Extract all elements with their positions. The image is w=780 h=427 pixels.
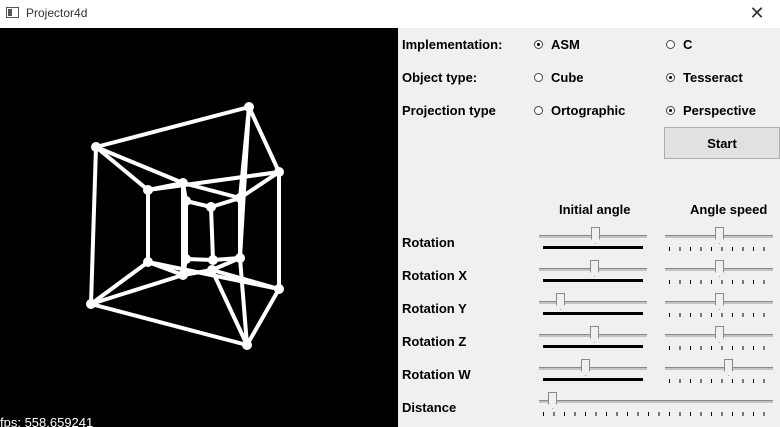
implementation-label: Implementation:: [402, 37, 503, 52]
slider-thumb[interactable]: [715, 260, 724, 277]
slider-distance[interactable]: [539, 392, 773, 416]
radio-perspective[interactable]: Perspective: [666, 103, 756, 118]
slider-speed-rotation-w[interactable]: [665, 359, 773, 383]
wire-vertex: [235, 193, 245, 203]
radio-tesseract-label: Tesseract: [683, 70, 743, 85]
radio-cube[interactable]: Cube: [534, 70, 584, 85]
wire-vertex: [207, 265, 217, 275]
slider-initial-rotation-w[interactable]: [539, 359, 647, 383]
control-panel: Implementation: ASM C Object type: Cube …: [398, 28, 780, 427]
slider-speed-rotation[interactable]: [665, 227, 773, 251]
slider-thumb[interactable]: [591, 227, 600, 244]
wire-edge: [94, 145, 150, 192]
rotation-y-label: Rotation Y: [402, 301, 467, 316]
wire-vertex: [235, 253, 245, 263]
radio-ortographic-label: Ortographic: [551, 103, 626, 118]
render-viewport: fps: 558.659241: [0, 28, 398, 427]
radio-cube-indicator[interactable]: [534, 73, 543, 82]
radio-cube-label: Cube: [551, 70, 584, 85]
slider-thumb[interactable]: [556, 293, 565, 310]
radio-c-label: C: [683, 37, 693, 52]
slider-thumb[interactable]: [581, 359, 590, 376]
wire-vertex: [143, 185, 153, 195]
wire-edge: [89, 273, 185, 306]
wire-vertex: [206, 202, 216, 212]
projection-type-label: Projection type: [402, 103, 496, 118]
slider-thumb[interactable]: [548, 392, 557, 409]
wire-vertex: [178, 178, 188, 188]
rotation-w-label: Rotation W: [402, 367, 471, 382]
app-icon: [6, 7, 19, 18]
slider-thumb[interactable]: [590, 260, 599, 277]
slider-thumb[interactable]: [715, 293, 724, 310]
slider-initial-rotation[interactable]: [539, 227, 647, 251]
wire-edge: [94, 105, 251, 149]
wire-vertex: [274, 167, 284, 177]
wire-edge: [146, 170, 281, 192]
radio-c-indicator[interactable]: [666, 40, 675, 49]
wire-edge: [94, 145, 185, 185]
slider-initial-rotation-x[interactable]: [539, 260, 647, 284]
wire-vertex: [274, 284, 284, 294]
wire-edge: [209, 205, 215, 262]
wire-edge: [238, 256, 249, 347]
slider-speed-rotation-x[interactable]: [665, 260, 773, 284]
start-button[interactable]: Start: [664, 127, 780, 159]
window-title: Projector4d: [26, 6, 88, 20]
radio-tesseract-indicator[interactable]: [666, 73, 675, 82]
angle-speed-header: Angle speed: [690, 202, 768, 217]
wire-edge: [238, 170, 281, 200]
wire-edge: [89, 302, 249, 347]
radio-asm-label: ASM: [551, 37, 580, 52]
distance-label: Distance: [402, 400, 457, 415]
rotation-x-label: Rotation X: [402, 268, 467, 283]
wire-vertex: [181, 196, 191, 206]
wire-edge: [247, 105, 281, 174]
radio-asm[interactable]: ASM: [534, 37, 580, 52]
slider-speed-rotation-y[interactable]: [665, 293, 773, 317]
title-bar: Projector4d ✕: [0, 0, 780, 28]
rotation-z-label: Rotation Z: [402, 334, 467, 349]
radio-perspective-label: Perspective: [683, 103, 756, 118]
radio-asm-indicator[interactable]: [534, 40, 543, 49]
radio-c[interactable]: C: [666, 37, 692, 52]
initial-angle-header: Initial angle: [559, 202, 631, 217]
fps-counter: fps: 558.659241: [0, 415, 94, 427]
slider-speed-rotation-z[interactable]: [665, 326, 773, 350]
radio-perspective-indicator[interactable]: [666, 106, 675, 115]
wire-edge: [89, 145, 98, 306]
wire-edge: [89, 260, 150, 306]
slider-thumb[interactable]: [715, 326, 724, 343]
radio-tesseract[interactable]: Tesseract: [666, 70, 743, 85]
close-icon[interactable]: ✕: [749, 3, 765, 23]
wire-vertex: [86, 299, 96, 309]
slider-initial-rotation-z[interactable]: [539, 326, 647, 350]
wire-edge: [245, 287, 281, 347]
wire-vertex: [181, 254, 191, 264]
radio-ortographic-indicator[interactable]: [534, 106, 543, 115]
wire-vertex: [143, 257, 153, 267]
rotation-label: Rotation: [402, 235, 455, 250]
object-type-label: Object type:: [402, 70, 478, 85]
slider-thumb[interactable]: [590, 326, 599, 343]
wire-edge: [238, 105, 251, 260]
wire-vertex: [91, 142, 101, 152]
wire-vertex: [178, 270, 188, 280]
wire-vertex: [244, 102, 254, 112]
wire-vertex: [242, 340, 252, 350]
wire-edge: [210, 268, 249, 347]
tesseract-wireframe: [86, 102, 284, 350]
radio-ortographic[interactable]: Ortographic: [534, 103, 625, 118]
slider-thumb[interactable]: [724, 359, 733, 376]
slider-initial-rotation-y[interactable]: [539, 293, 647, 317]
wire-edge: [209, 196, 242, 209]
slider-thumb[interactable]: [715, 227, 724, 244]
wire-vertex: [208, 255, 218, 265]
